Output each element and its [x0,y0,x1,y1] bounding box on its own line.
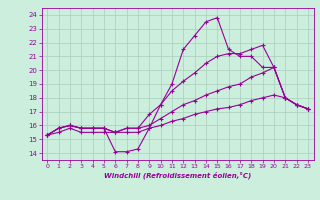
X-axis label: Windchill (Refroidissement éolien,°C): Windchill (Refroidissement éolien,°C) [104,172,251,179]
